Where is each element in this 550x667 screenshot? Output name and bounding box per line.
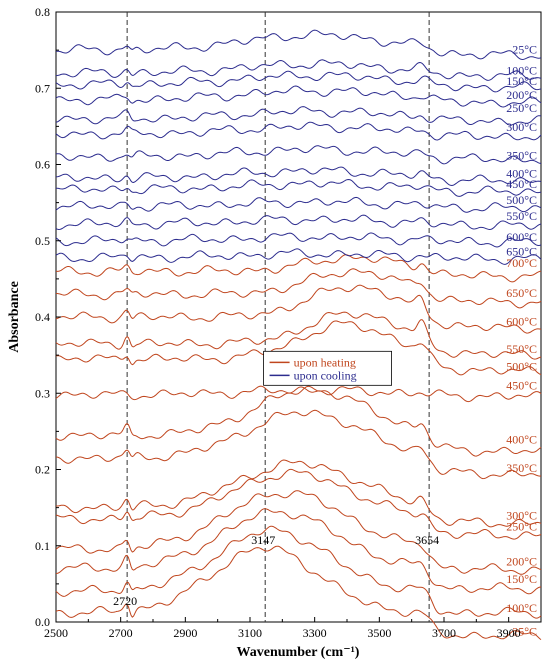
series-line-cooling-150°C bbox=[55, 70, 542, 93]
series-label-cooling: 400°C bbox=[506, 167, 537, 181]
y-tick-label: 0.4 bbox=[35, 310, 50, 324]
series-line-heating-650°C bbox=[56, 268, 542, 309]
plot-area: 25°C100°C150°C200°C250°C300°C350°C400°C4… bbox=[35, 5, 542, 640]
series-label-heating: 150°C bbox=[506, 572, 537, 586]
peak-label-2720: 2720 bbox=[113, 594, 137, 608]
series-label-cooling: 250°C bbox=[506, 101, 537, 115]
series-label-cooling: 25°C bbox=[512, 43, 537, 57]
x-axis-ticks: 2500 2700 2900 3100 3300 3500 3700 3900 bbox=[44, 617, 521, 640]
series-line-heating-600°C bbox=[55, 284, 542, 334]
y-tick-label: 0.2 bbox=[35, 463, 50, 477]
peak-annotations: 2720 3147 3654 bbox=[113, 533, 439, 608]
y-axis-ticks: 0.0 0.1 0.2 0.3 0.4 0.5 0.6 0.7 0.8 bbox=[35, 5, 61, 629]
series-label-cooling: 550°C bbox=[506, 209, 537, 223]
series-label-cooling: 650°C bbox=[506, 244, 537, 258]
series-line-cooling-350°C bbox=[55, 145, 542, 165]
series-label-cooling: 500°C bbox=[506, 193, 537, 207]
y-tick-label: 0.6 bbox=[35, 158, 50, 172]
y-tick-label: 0.3 bbox=[35, 386, 50, 400]
series-line-cooling-600°C bbox=[55, 232, 542, 248]
series-line-heating-550°C bbox=[55, 311, 542, 360]
series-line-cooling-400°C bbox=[55, 166, 542, 187]
y-tick-label: 0.8 bbox=[35, 5, 50, 19]
series-label-heating: 550°C bbox=[506, 342, 537, 356]
series-label-heating: 700°C bbox=[506, 256, 537, 270]
y-tick-label: 0.7 bbox=[35, 81, 50, 95]
x-axis-title: Wavenumber (cm⁻¹) bbox=[237, 645, 360, 660]
series-label-heating: 25°C bbox=[512, 625, 537, 639]
series-line-cooling-550°C bbox=[55, 214, 542, 231]
series-label-heating: 600°C bbox=[506, 314, 537, 328]
x-tick-label: 2500 bbox=[44, 626, 68, 640]
series-line-heating-150°C bbox=[55, 508, 542, 595]
series-line-heating-300°C bbox=[56, 459, 542, 528]
series-line-heating-100°C bbox=[55, 525, 542, 619]
legend-label-heating: upon heating bbox=[294, 355, 356, 369]
series-label-heating: 300°C bbox=[506, 508, 537, 522]
series-label-heating: 400°C bbox=[506, 432, 537, 446]
y-tick-label: 0.1 bbox=[35, 539, 50, 553]
x-tick-label: 2900 bbox=[173, 626, 197, 640]
x-tick-label: 2700 bbox=[109, 626, 133, 640]
series-line-heating-450°C bbox=[55, 385, 542, 403]
series-line-cooling-500°C bbox=[55, 196, 542, 213]
series-label-cooling: 350°C bbox=[506, 149, 537, 163]
series-line-heating-500°C bbox=[55, 320, 542, 376]
series-label-heating: 500°C bbox=[506, 360, 537, 374]
x-tick-label: 3500 bbox=[367, 626, 391, 640]
series-line-heating-250°C bbox=[55, 468, 542, 540]
series-label-heating: 450°C bbox=[506, 379, 537, 393]
series-line-heating-200°C bbox=[55, 490, 542, 575]
reference-lines bbox=[126, 12, 430, 622]
series-line-heating-25°C bbox=[55, 545, 542, 640]
series-label-heating: 100°C bbox=[506, 601, 537, 615]
series-line-cooling-300°C bbox=[55, 121, 542, 141]
peak-label-3654: 3654 bbox=[415, 533, 439, 547]
temperature-labels: 25°C100°C150°C200°C250°C300°C350°C400°C4… bbox=[506, 43, 537, 639]
series-line-heating-700°C bbox=[55, 254, 542, 283]
series-line-cooling-250°C bbox=[55, 106, 542, 126]
series-line-cooling-100°C bbox=[55, 59, 542, 81]
series-label-cooling: 150°C bbox=[506, 74, 537, 88]
legend-label-cooling: upon cooling bbox=[294, 368, 357, 382]
series-label-heating: 250°C bbox=[506, 520, 537, 534]
x-tick-label: 3900 bbox=[497, 626, 521, 640]
series-line-heating-400°C bbox=[55, 385, 542, 457]
series-label-cooling: 300°C bbox=[506, 120, 537, 134]
x-tick-label: 3300 bbox=[303, 626, 327, 640]
series-line-cooling-450°C bbox=[56, 178, 542, 197]
legend-box bbox=[263, 350, 392, 386]
y-tick-label: 0.0 bbox=[35, 615, 50, 629]
x-tick-label: 3100 bbox=[238, 626, 262, 640]
series-label-heating: 650°C bbox=[506, 286, 537, 300]
series-label-cooling: 200°C bbox=[506, 88, 537, 102]
y-axis-title: Absorbance bbox=[7, 281, 22, 353]
x-tick-label: 3700 bbox=[432, 626, 456, 640]
series-label-cooling: 450°C bbox=[506, 177, 537, 191]
y-tick-label: 0.5 bbox=[35, 234, 50, 248]
series-line-cooling-650°C bbox=[55, 248, 542, 265]
series-label-heating: 350°C bbox=[506, 461, 537, 475]
series-label-cooling: 100°C bbox=[506, 63, 537, 77]
series-label-cooling: 600°C bbox=[506, 230, 537, 244]
series-line-cooling-200°C bbox=[55, 85, 542, 108]
series-line-cooling-25°C bbox=[55, 29, 542, 61]
peak-label-3147: 3147 bbox=[251, 533, 275, 547]
series-line-heating-350°C bbox=[55, 409, 542, 480]
series-layer bbox=[55, 29, 542, 640]
series-label-heating: 200°C bbox=[506, 555, 537, 569]
